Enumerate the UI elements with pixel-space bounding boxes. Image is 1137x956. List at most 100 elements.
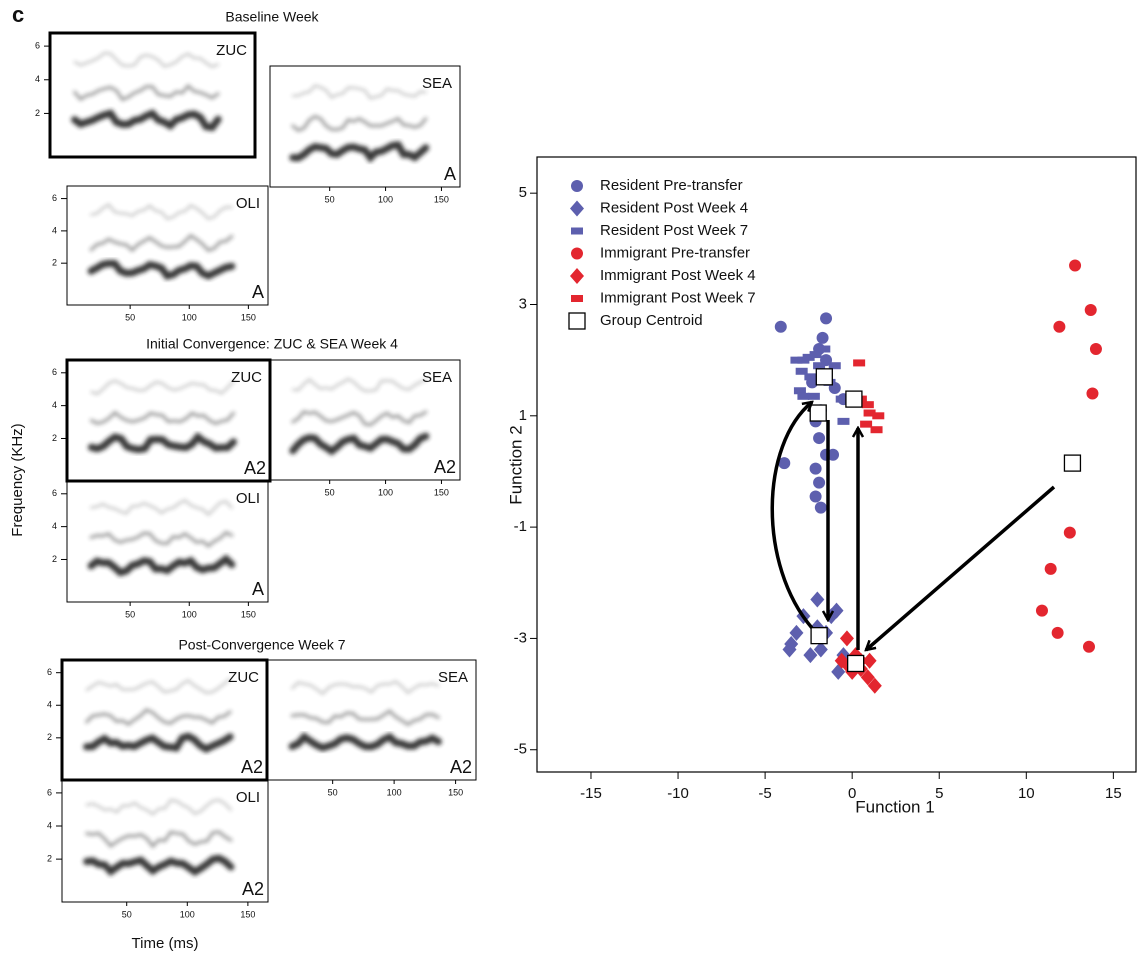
- time-tick-label: 150: [240, 909, 255, 919]
- freq-axis-label: Frequency (KHz): [9, 423, 26, 536]
- sound-trace: [291, 680, 440, 696]
- section-title: Initial Convergence: ZUC & SEA Week 4: [146, 336, 398, 352]
- spectrogram: SEA A2 50 100 150: [266, 659, 477, 797]
- panel-corner-label: A: [444, 164, 456, 184]
- bird-name: ZUC: [228, 669, 259, 686]
- spectrogram: OLI A 2 4 6 50 100 150: [52, 480, 269, 619]
- point: [1069, 259, 1082, 272]
- time-tick-label: 150: [434, 194, 449, 204]
- sound-trace: [89, 233, 234, 253]
- point: [789, 624, 804, 641]
- time-tick-label: 150: [448, 787, 463, 797]
- panel-corner-label: A2: [242, 879, 264, 899]
- point: [810, 626, 828, 645]
- sound-trace: [291, 114, 428, 133]
- spectrogram: ZUC A2 2 4 6: [52, 358, 272, 483]
- time-tick-label: 50: [125, 312, 135, 322]
- time-tick-label: 150: [434, 487, 449, 497]
- bird-name: OLI: [236, 195, 260, 212]
- point: [1053, 320, 1066, 333]
- y-tick-label: -3: [514, 629, 527, 646]
- point: [814, 501, 827, 514]
- sound-trace: [83, 854, 235, 877]
- x-tick-label: 10: [1018, 785, 1035, 802]
- point: [813, 641, 828, 658]
- time-tick-label: 50: [125, 609, 135, 619]
- y-tick-label: 5: [519, 184, 527, 201]
- point: [867, 677, 882, 694]
- point: [820, 312, 833, 325]
- sound-trace: [87, 432, 237, 454]
- point: [815, 368, 833, 386]
- time-tick-label: 150: [241, 312, 256, 322]
- legend-label: Resident Pre-transfer: [600, 177, 743, 194]
- freq-tick-label: 2: [52, 554, 57, 564]
- point: [837, 417, 850, 425]
- point: [1086, 387, 1099, 400]
- legend-marker: [570, 200, 584, 217]
- arrows: [770, 402, 1056, 650]
- point: [860, 420, 873, 428]
- point: [870, 426, 883, 434]
- bird-name: ZUC: [231, 369, 262, 386]
- panel-frame: [269, 359, 461, 481]
- sound-trace: [289, 432, 430, 456]
- point: [807, 392, 820, 400]
- spectrogram: ZUC A2 2 4 6: [47, 658, 269, 782]
- sound-trace: [90, 499, 233, 516]
- point: [797, 392, 810, 400]
- spectrogram: ZUC 2 4 6: [35, 31, 257, 159]
- point: [820, 448, 833, 461]
- sound-trace: [89, 530, 234, 548]
- legend-marker: [571, 180, 583, 192]
- time-tick-label: 100: [387, 787, 402, 797]
- legend-label: Immigrant Post Week 4: [600, 267, 756, 284]
- point: [802, 353, 815, 361]
- legend-marker: [571, 227, 583, 235]
- freq-tick-label: 2: [52, 258, 57, 268]
- x-axis-title: Function 1: [855, 797, 934, 816]
- legend-label: Resident Post Week 7: [600, 222, 748, 239]
- panel-corner-label: A2: [434, 457, 456, 477]
- freq-tick-label: 6: [47, 667, 52, 677]
- section-title: Baseline Week: [225, 9, 319, 25]
- time-tick-label: 50: [325, 194, 335, 204]
- time-tick-label: 50: [325, 487, 335, 497]
- series: [1035, 259, 1102, 653]
- point: [1089, 343, 1102, 356]
- arrow: [770, 402, 812, 630]
- sound-trace: [73, 51, 220, 68]
- point: [1082, 640, 1095, 653]
- panel-corner-label: A2: [244, 458, 266, 478]
- bird-name: SEA: [422, 369, 452, 386]
- panel-frame: [66, 185, 269, 306]
- freq-tick-label: 2: [35, 108, 40, 118]
- point: [810, 591, 825, 608]
- freq-tick-label: 2: [52, 433, 57, 443]
- spectrogram: SEA A 50 100 150: [269, 65, 461, 204]
- point: [813, 432, 826, 445]
- legend-label: Group Centroid: [600, 312, 703, 329]
- sound-trace: [291, 409, 428, 427]
- sound-trace: [290, 709, 440, 727]
- arrow: [866, 485, 1056, 650]
- point: [839, 630, 854, 647]
- bird-name: SEA: [438, 669, 468, 686]
- legend-marker: [571, 247, 583, 260]
- sound-trace: [89, 410, 235, 426]
- section-title: Post-Convergence Week 7: [178, 637, 345, 653]
- freq-tick-label: 4: [47, 820, 52, 830]
- freq-tick-label: 2: [47, 854, 52, 864]
- point: [872, 412, 885, 420]
- spectrogram: SEA A2 50 100 150: [269, 359, 461, 497]
- y-tick-label: 3: [519, 295, 527, 312]
- x-tick-label: 0: [848, 785, 856, 802]
- time-tick-label: 100: [182, 609, 197, 619]
- sound-trace: [289, 141, 430, 163]
- bird-name: SEA: [422, 75, 452, 92]
- legend-label: Immigrant Pre-transfer: [600, 244, 750, 261]
- point: [853, 359, 866, 367]
- panel-frame: [269, 65, 461, 188]
